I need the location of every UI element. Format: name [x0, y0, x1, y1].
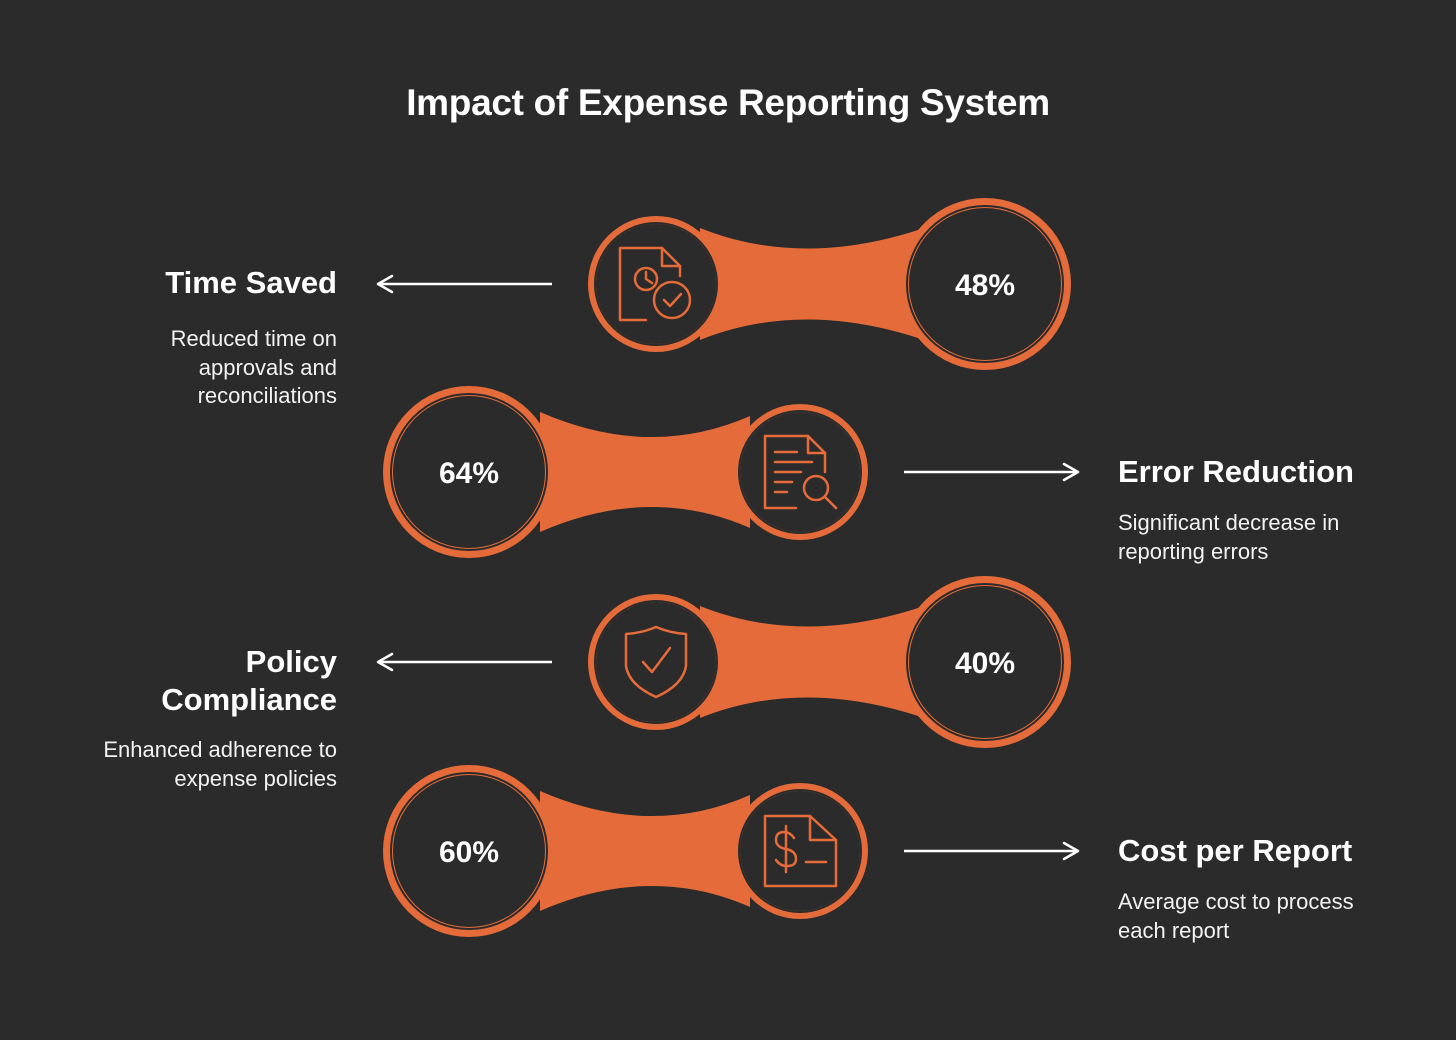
item-description-policy-compliance: Enhanced adherence to expense policies	[103, 737, 337, 791]
connector-shape	[700, 604, 930, 720]
row-cost-per-report: 60%	[383, 765, 1080, 937]
page-title: Impact of Expense Reporting System	[406, 82, 1050, 123]
shield-check-icon	[624, 625, 688, 699]
value-text: 60%	[439, 836, 499, 869]
connector-shape	[540, 791, 750, 911]
value-text: 40%	[955, 647, 1015, 680]
row-time-saved: 48%	[376, 198, 1071, 370]
value-text: 64%	[439, 457, 499, 490]
item-label-time-saved: Time Saved	[165, 265, 337, 300]
value-text: 48%	[955, 269, 1015, 302]
item-label-error-reduction: Error Reduction	[1118, 454, 1354, 489]
item-description-time-saved: Reduced time on approvals and reconcilia…	[170, 326, 337, 408]
connector-shape	[700, 226, 930, 342]
dollar-document-icon	[763, 814, 838, 888]
row-error-reduction: 64%	[383, 386, 1080, 558]
row-policy-compliance: 40%	[376, 576, 1071, 748]
connector-shape	[540, 412, 750, 532]
item-description-error-reduction: Significant decrease in reporting errors	[1118, 510, 1340, 564]
item-label-cost-per-report: Cost per Report	[1118, 833, 1353, 868]
item-description-cost-per-report: Average cost to process each report	[1118, 889, 1354, 943]
document-search-icon	[763, 434, 838, 510]
clock-document-check-icon	[618, 246, 692, 322]
item-label-policy-compliance: Policy Compliance	[161, 644, 337, 717]
